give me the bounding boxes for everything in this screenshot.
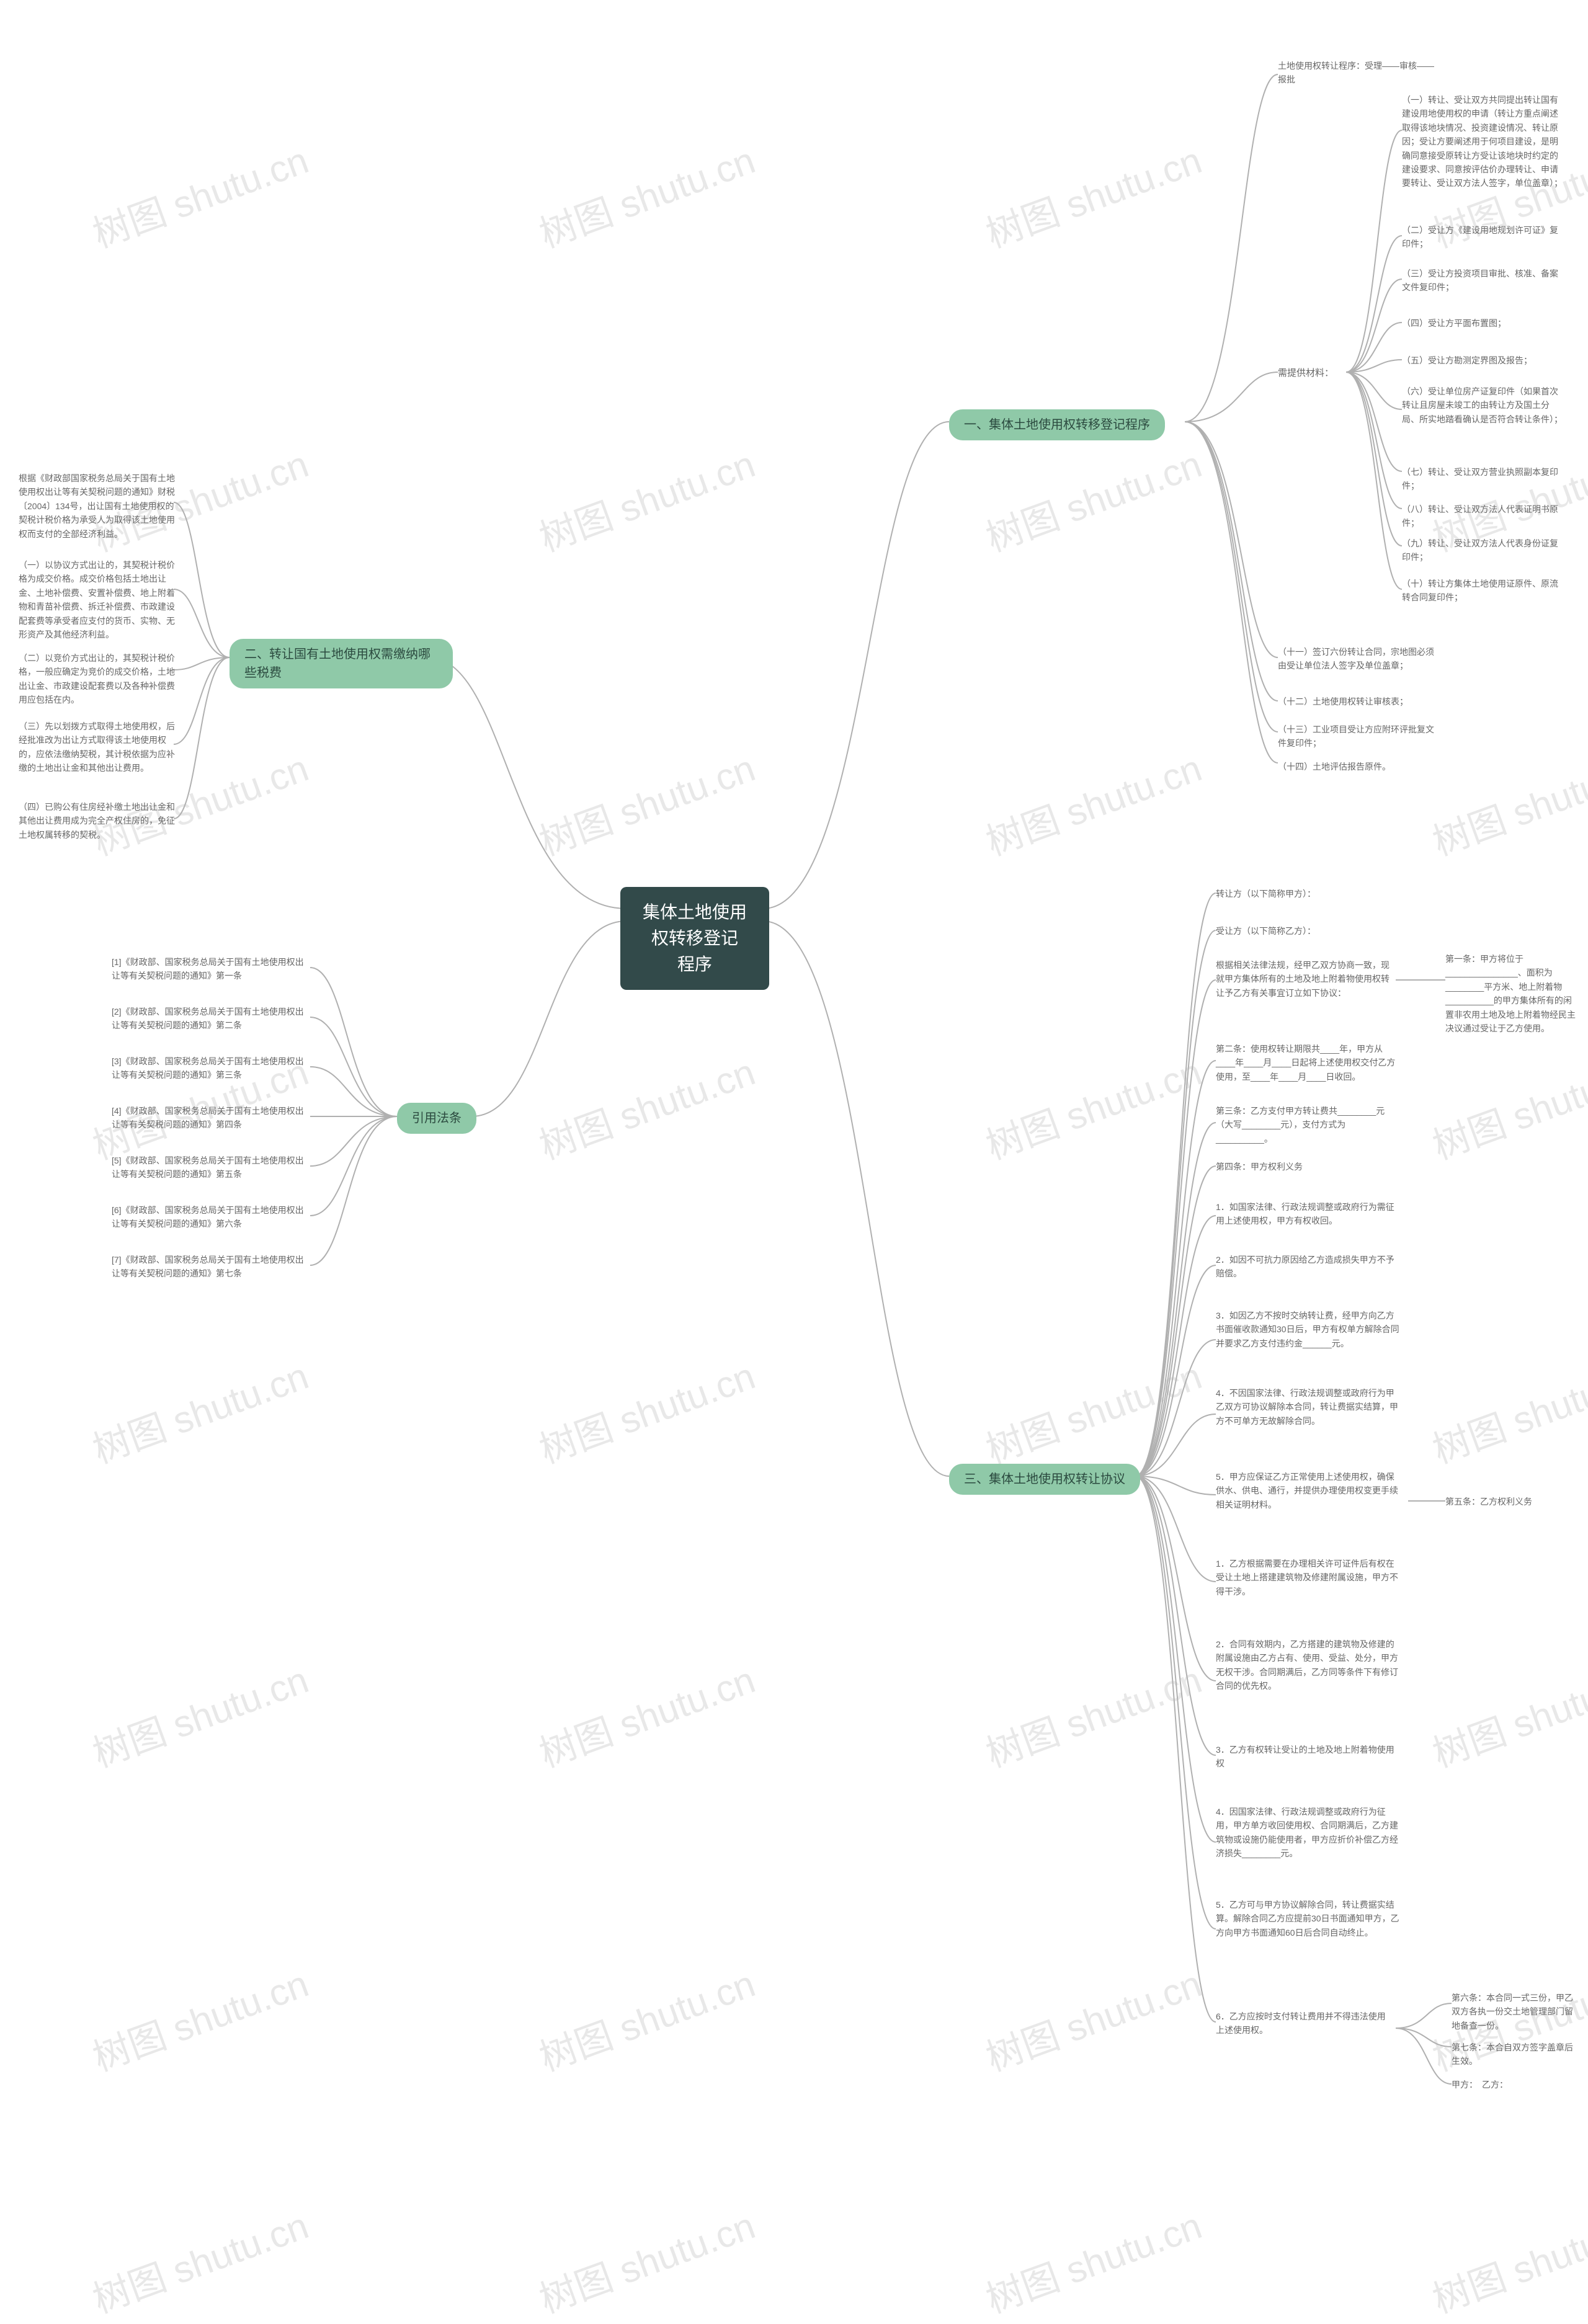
- b1-m9: （九）转让、受让双方法人代表身份证复印件；: [1402, 536, 1563, 564]
- b3-a4-4: 4．不因国家法律、行政法规调整或政府行为甲乙双方可协议解除本合同，转让费据实结算…: [1216, 1386, 1402, 1428]
- b1-m4: （四）受让方平面布置图；: [1402, 316, 1506, 330]
- b4-i0: [1]《财政部、国家税务总局关于国有土地使用权出让等有关契税问题的通知》第一条: [112, 955, 310, 983]
- b1-m5: （五）受让方勘测定界图及报告；: [1402, 354, 1532, 367]
- b1-s12: （十二）土地使用权转让审核表；: [1278, 695, 1408, 708]
- b2-p2: （二）以竞价方式出让的，其契税计税价格，一般应确定为竞价的成交价格，土地出让金、…: [19, 651, 180, 707]
- b2-p4: （四）已购公有住房经补缴土地出让金和其他出让费用成为完全产权住房的，免征土地权属…: [19, 800, 180, 842]
- b3-a4-5: 5．甲方应保证乙方正常使用上述使用权，确保供水、供电、通行，并提供办理使用权变更…: [1216, 1470, 1402, 1511]
- b1-m1: （一）转让、受让双方共同提出转让国有建设用地使用权的申请（转让方重点阐述取得该地…: [1402, 93, 1563, 190]
- branch-2: 二、转让国有土地使用权需缴纳哪些税费: [230, 639, 453, 688]
- b1-m10: （十）转让方集体土地使用证原件、原流转合同复印件；: [1402, 577, 1563, 605]
- b4-i2: [3]《财政部、国家税务总局关于国有土地使用权出让等有关契税问题的通知》第三条: [112, 1054, 310, 1082]
- b1-s13: （十三）工业项目受让方应附环评批复文件复印件；: [1278, 723, 1439, 750]
- b1-m7: （七）转让、受让双方营业执照副本复印件；: [1402, 465, 1563, 493]
- b3-a3: 第三条：乙方支付甲方转让费共________元（大写________元），支付方…: [1216, 1104, 1402, 1146]
- b1-s14: （十四）土地评估报告原件。: [1278, 760, 1391, 773]
- b3-sign: 甲方： 乙方：: [1452, 2078, 1508, 2091]
- branch-4: 引用法条: [397, 1103, 476, 1134]
- b4-i3: [4]《财政部、国家税务总局关于国有土地使用权出让等有关契税问题的通知》第四条: [112, 1104, 310, 1132]
- b1-head: 土地使用权转让程序：受理——审核——报批: [1278, 59, 1439, 87]
- b4-i4: [5]《财政部、国家税务总局关于国有土地使用权出让等有关契税问题的通知》第五条: [112, 1154, 310, 1182]
- b1-m2: （二）受让方《建设用地规划许可证》复印件；: [1402, 223, 1563, 251]
- center-title-l2: 程序: [677, 955, 712, 974]
- b3-a6: 第六条：本合同一式三份，甲乙双方各执一份交土地管理部门留地备查一份。: [1452, 1991, 1576, 2032]
- b3-a5-1: 1．乙方根据需要在办理相关许可证件后有权在受让土地上搭建建筑物及修建附属设施，甲…: [1216, 1557, 1402, 1598]
- b3-a5-3: 3．乙方有权转让受让的土地及地上附着物使用权: [1216, 1743, 1402, 1771]
- b3-a4: 第四条：甲方权利义务: [1216, 1160, 1303, 1173]
- b3-a4-1: 1．如国家法律、行政法规调整或政府行为需征用上述使用权，甲方有权收回。: [1216, 1200, 1402, 1228]
- b3-a2: 第二条：使用权转让期限共____年，甲方从____年____月____日起将上述…: [1216, 1042, 1402, 1084]
- center-title-l1: 集体土地使用权转移登记: [643, 902, 747, 948]
- b2-p1: （一）以协议方式出让的，其契税计税价格为成交价格。成交价格包括土地出让金、土地补…: [19, 558, 180, 641]
- branch-3: 三、集体土地使用权转让协议: [949, 1464, 1140, 1495]
- branch-1: 一、集体土地使用权转移登记程序: [949, 409, 1165, 440]
- b3-a5-6: 6．乙方应按时支付转让费用并不得违法使用上述使用权。: [1216, 2010, 1390, 2037]
- b3-partyB: 受让方（以下简称乙方）：: [1216, 924, 1316, 938]
- b2-p3: （三）先以划拨方式取得土地使用权，后经批准改为出让方式取得该土地使用权的，应依法…: [19, 719, 180, 775]
- b3-a1: 第一条：甲方将位于_______________、面积为________平方米、…: [1445, 952, 1576, 1035]
- b1-materials-label: 需提供材料：: [1278, 366, 1334, 381]
- b3-a4-2: 2．如因不可抗力原因给乙方造成损失甲方不予赔偿。: [1216, 1253, 1402, 1281]
- b4-i5: [6]《财政部、国家税务总局关于国有土地使用权出让等有关契税问题的通知》第六条: [112, 1203, 310, 1231]
- b3-a5: 第五条：乙方权利义务: [1445, 1495, 1532, 1508]
- b3-a5-2: 2．合同有效期内，乙方搭建的建筑物及修建的附属设施由乙方占有、使用、受益、处分，…: [1216, 1637, 1402, 1693]
- b4-i6: [7]《财政部、国家税务总局关于国有土地使用权出让等有关契税问题的通知》第七条: [112, 1253, 310, 1281]
- b1-s11: （十一）签订六份转让合同，宗地图必须由受让单位法人签字及单位盖章；: [1278, 645, 1439, 673]
- b1-m6: （六）受让单位房产证复印件（如果首次转让且房屋未竣工的由转让方及国土分局、所实地…: [1402, 385, 1563, 426]
- b1-m8: （八）转让、受让双方法人代表证明书原件；: [1402, 502, 1563, 530]
- b3-partyA: 转让方（以下简称甲方）：: [1216, 887, 1316, 901]
- center-node: 集体土地使用权转移登记 程序: [620, 887, 769, 990]
- b1-m3: （三）受让方投资项目审批、核准、备案文件复印件；: [1402, 267, 1563, 295]
- b2-intro: 根据《财政部国家税务总局关于国有土地使用权出让等有关契税问题的通知》财税〔200…: [19, 471, 180, 541]
- b4-i1: [2]《财政部、国家税务总局关于国有土地使用权出让等有关契税问题的通知》第二条: [112, 1005, 310, 1033]
- b3-a4-3: 3．如因乙方不按时交纳转让费，经甲方向乙方书面催收款通知30日后，甲方有权单方解…: [1216, 1309, 1402, 1350]
- b3-a7: 第七条：本合自双方签字盖章后生效。: [1452, 2041, 1576, 2068]
- b3-a5-4: 4．因国家法律、行政法规调整或政府行为征用，甲方单方收回使用权、合同期满后，乙方…: [1216, 1805, 1402, 1861]
- b3-preamble: 根据相关法律法规，经甲乙双方协商一致，现就甲方集体所有的土地及地上附着物使用权转…: [1216, 958, 1390, 1000]
- b3-a5-5: 5．乙方可与甲方协议解除合同，转让费据实结算。解除合同乙方应提前30日书面通知甲…: [1216, 1898, 1402, 1939]
